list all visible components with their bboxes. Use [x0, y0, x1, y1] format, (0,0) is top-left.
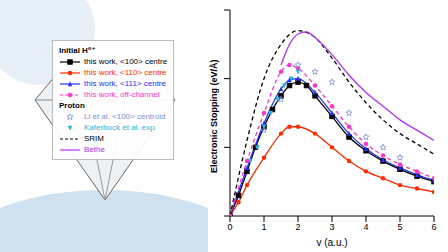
svg-text:3: 3: [329, 222, 334, 232]
html-text:this work, <100> centre: this work, <100> centre: [84, 57, 168, 66]
html-text:Proton: Proton: [59, 101, 85, 110]
svg-text:6: 6: [431, 222, 436, 232]
svg-text:2: 2: [295, 222, 300, 232]
html-text:this work, <110> centre: this work, <110> centre: [84, 68, 167, 77]
html-text:Li et al. <100> centroid: Li et al. <100> centroid: [84, 112, 166, 121]
html-text:this work, <111> centre: this work, <111> centre: [84, 79, 166, 88]
svg-text:1: 1: [261, 222, 266, 232]
html-text:Bethe: Bethe: [84, 145, 105, 154]
html-text:SRIM: SRIM: [84, 134, 104, 143]
svg-text:v (a.u.): v (a.u.): [316, 237, 347, 248]
svg-text:4: 4: [363, 222, 368, 232]
html-text:Kaferbock et al. exp: Kaferbock et al. exp: [84, 123, 155, 132]
svg-text:0: 0: [227, 222, 232, 232]
svg-text:5: 5: [397, 222, 402, 232]
html-text:Initial H⁰⁺: Initial H⁰⁺: [59, 46, 96, 55]
svg-text:Electronic Stopping (eV/Å): Electronic Stopping (eV/Å): [209, 59, 219, 173]
html-text:this work, off-channel: this work, off-channel: [84, 90, 160, 99]
